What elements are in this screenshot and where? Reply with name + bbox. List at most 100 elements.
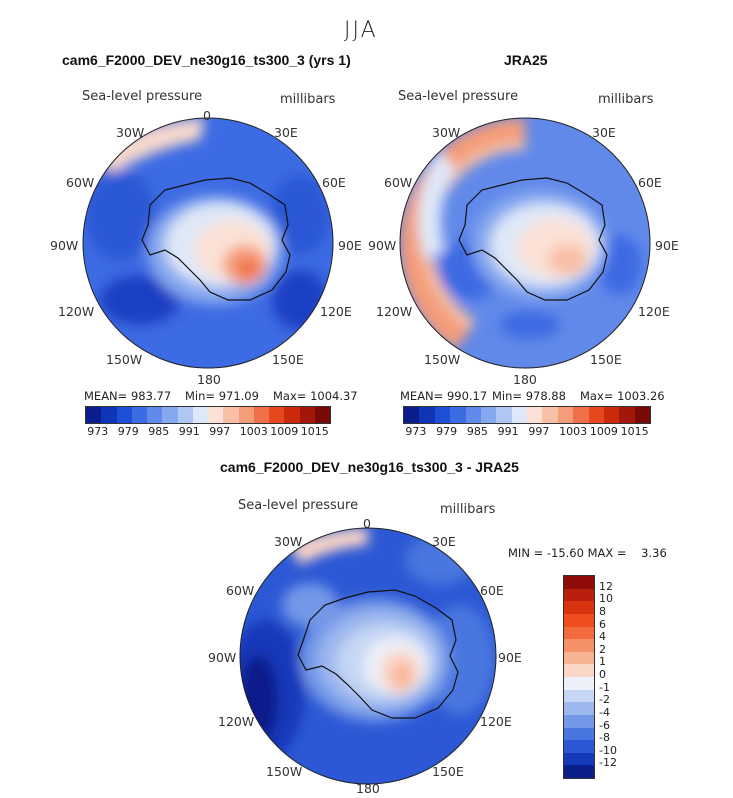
panel-1-lon-label: 90E [338, 238, 362, 253]
panel-2-lon-label: 120W [376, 304, 413, 319]
colorbar-tick-label: 973 [405, 425, 427, 438]
panel-2-lon-label: 90W [368, 238, 397, 253]
panel-1-title: cam6_F2000_DEV_ne30g16_ts300_3 (yrs 1) [62, 52, 351, 68]
panel-2-lon-label: 90E [655, 238, 679, 253]
colorbar-tick-label: -2 [599, 693, 610, 707]
colorbar-swatch [131, 407, 147, 423]
colorbar-swatch [564, 613, 594, 627]
colorbar-swatch [564, 752, 594, 766]
colorbar-swatch [192, 407, 208, 423]
colorbar-swatch [564, 626, 594, 640]
season-title: JJA [344, 18, 378, 43]
panel-1-mean: MEAN= 983.77 [84, 389, 172, 403]
colorbar-swatch [284, 407, 300, 423]
colorbar-swatch [480, 407, 497, 423]
colorbar-swatch [86, 407, 102, 423]
panel-1-lon-label: 60W [66, 175, 95, 190]
panel-2-antarctica-coastline [458, 177, 608, 301]
colorbar-swatch [419, 407, 435, 423]
panel-1-lon-label: 150E [272, 352, 304, 367]
panel-2-variable-label: Sea-level pressure [398, 89, 519, 104]
colorbar-swatch [223, 407, 239, 423]
colorbar-swatch [564, 601, 594, 614]
colorbar-tick-label: 1015 [620, 425, 649, 438]
colorbar-tick-label: 991 [497, 425, 519, 438]
colorbar-swatch [564, 588, 594, 602]
colorbar-swatch [542, 407, 558, 423]
colorbar-swatch [564, 576, 594, 589]
panel-3-title: cam6_F2000_DEV_ne30g16_ts300_3 - JRA25 [220, 459, 519, 475]
panel-2-title: JRA25 [504, 52, 548, 68]
panel-3-colorbar [563, 575, 595, 779]
panel-3-lon-label: 120W [218, 714, 255, 729]
panel-3-lon-label: 120E [480, 714, 512, 729]
colorbar-swatch [564, 702, 594, 715]
panel-1-lon-label: 30E [274, 125, 298, 140]
colorbar-tick-label: -1 [599, 680, 610, 694]
colorbar-swatch [208, 407, 224, 423]
colorbar-tick-label: 1003 [239, 425, 268, 438]
colorbar-swatch [101, 407, 117, 423]
colorbar-tick-label: 985 [466, 425, 488, 438]
panel-3-lon-label: 150E [432, 764, 464, 779]
panel-1-lon-label: 120W [58, 304, 95, 319]
colorbar-swatch [147, 407, 163, 423]
colorbar-tick-label: -6 [599, 718, 610, 732]
colorbar-swatch [634, 407, 650, 423]
panel-3-antarctica-coastline [297, 589, 459, 719]
panel-2-max: Max= 1003.26 [580, 389, 665, 403]
panel-2-lon-label: 120E [638, 304, 670, 319]
colorbar-swatch [162, 407, 178, 423]
colorbar-tick-label: 8 [599, 604, 606, 618]
panel-2-lon-label: 150E [590, 352, 622, 367]
panel-1-lon-label: 180 [197, 372, 221, 387]
colorbar-swatch [564, 651, 594, 665]
panel-3-units-label: millibars [440, 502, 496, 517]
panel-1-map [83, 118, 333, 368]
colorbar-tick-label: 1009 [270, 425, 299, 438]
panel-1-lon-label: 90W [50, 238, 79, 253]
panel-3-lon-label: 150W [266, 764, 303, 779]
panel-3-lon-label: 180 [356, 781, 380, 796]
panel-2-colorbar [403, 406, 651, 424]
panel-3-lon-label: 0 [363, 516, 371, 531]
colorbar-swatch [116, 407, 132, 423]
colorbar-tick-label: 1009 [589, 425, 618, 438]
panel-3-lon-label: 90E [498, 650, 522, 665]
colorbar-swatch [314, 407, 330, 423]
colorbar-tick-label: 973 [87, 425, 109, 438]
colorbar-tick-label: 991 [178, 425, 200, 438]
panel-1-lon-label: 60E [322, 175, 346, 190]
colorbar-swatch [564, 664, 594, 677]
panel-1-lon-label: 120E [320, 304, 352, 319]
colorbar-tick-label: 1003 [559, 425, 588, 438]
colorbar-tick-label: -8 [599, 731, 610, 745]
panel-2-lon-label: 60E [638, 175, 662, 190]
colorbar-tick-label: 0 [599, 668, 606, 681]
colorbar-swatch [603, 407, 620, 423]
panel-3-variable-label: Sea-level pressure [238, 498, 359, 513]
colorbar-swatch [557, 407, 574, 423]
panel-2-lon-label: 180 [513, 372, 537, 387]
colorbar-swatch [253, 407, 269, 423]
colorbar-swatch [496, 407, 512, 423]
colorbar-swatch [177, 407, 193, 423]
panel-3-lon-label: 30E [432, 534, 456, 549]
colorbar-swatch [465, 407, 481, 423]
colorbar-swatch [564, 677, 594, 690]
colorbar-swatch [573, 407, 589, 423]
panel-3-minmax: MIN = -15.60 MAX = 3.36 [508, 546, 667, 560]
panel-2-map [400, 118, 650, 368]
panel-1-variable-label: Sea-level pressure [82, 89, 203, 104]
colorbar-tick-label: 6 [599, 617, 606, 631]
colorbar-swatch [299, 407, 315, 423]
colorbar-tick-label: 979 [436, 425, 458, 438]
colorbar-tick-label: 4 [599, 630, 606, 644]
panel-3-lon-label: 60E [480, 583, 504, 598]
panel-1-colorbar [85, 406, 331, 424]
panel-1-min: Min= 971.09 [185, 389, 259, 403]
colorbar-swatch [238, 407, 254, 423]
colorbar-tick-label: 985 [148, 425, 170, 438]
colorbar-tick-label: 2 [599, 642, 606, 656]
